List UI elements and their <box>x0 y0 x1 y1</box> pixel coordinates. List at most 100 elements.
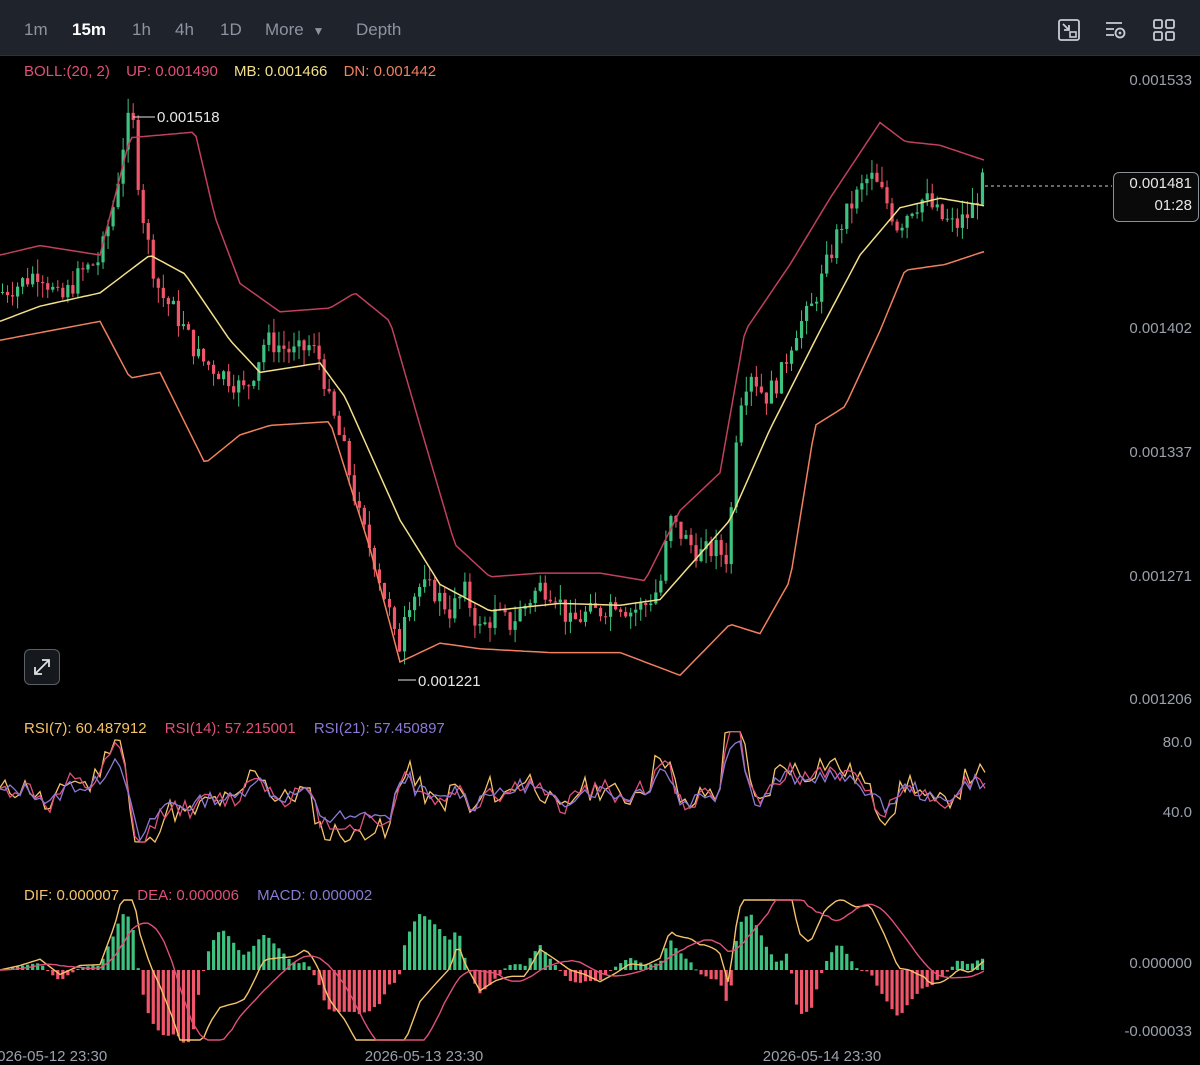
candle-up <box>171 300 175 305</box>
high-marker-label: 0.001518 <box>157 109 220 126</box>
macd-histogram-bar <box>518 964 522 970</box>
candle-up <box>634 609 638 613</box>
candle-up <box>583 611 588 622</box>
macd-histogram-bar <box>272 943 276 970</box>
candle-up <box>810 303 814 306</box>
macd-histogram-bar <box>578 970 583 983</box>
macd-histogram-bar <box>955 960 959 970</box>
macd-histogram-bar <box>36 963 40 970</box>
macd-histogram-bar <box>804 970 809 1012</box>
macd-histogram-bar <box>312 970 316 976</box>
boll-upper-line <box>0 121 985 582</box>
candle-down <box>227 371 231 387</box>
macd-histogram-bar <box>538 945 542 970</box>
fullscreen-button[interactable] <box>24 649 60 685</box>
candle-up <box>518 608 522 622</box>
timeframe-1m[interactable]: 1m <box>24 20 48 39</box>
candle-down <box>443 592 447 610</box>
macd-histogram-bar <box>975 960 980 970</box>
candle-up <box>277 345 281 353</box>
boll-legend: BOLL:(20, 2) UP: 0.001490 MB: 0.001466 D… <box>24 63 436 80</box>
candle-up <box>804 305 809 322</box>
chart-settings-icon[interactable] <box>1057 18 1081 42</box>
candle-down <box>206 361 211 365</box>
macd-histogram-bar <box>438 929 442 970</box>
candle-up <box>769 380 774 404</box>
macd-histogram-bar <box>810 970 814 1008</box>
timeframe-1h[interactable]: 1h <box>132 20 151 39</box>
macd-histogram-bar <box>749 914 753 970</box>
candle-down <box>176 300 181 327</box>
macd-histogram-bar <box>528 958 532 970</box>
indicator-settings-icon[interactable] <box>1104 18 1128 42</box>
candle-down <box>543 582 547 600</box>
candle-down <box>965 214 970 219</box>
candle-up <box>458 596 462 599</box>
macd-histogram-bar <box>433 924 437 970</box>
chart-canvas[interactable]: BOLL:(20, 2) UP: 0.001490 MB: 0.001466 D… <box>0 55 1200 1065</box>
macd-tick-label: 0.000000 <box>1129 955 1192 972</box>
candle-down <box>61 287 65 298</box>
timeframe-1d[interactable]: 1D <box>220 20 242 39</box>
macd-histogram-bar <box>176 970 181 1037</box>
boll-lower-line <box>0 250 985 677</box>
macd-histogram-bar <box>402 945 407 970</box>
macd-histogram-bar <box>111 936 115 970</box>
candle-down <box>362 507 366 525</box>
candle-down <box>5 291 10 296</box>
macd-histogram-bar <box>694 969 698 971</box>
candle-down <box>975 202 980 205</box>
macd-histogram-bar <box>799 970 804 1014</box>
macd-histogram-bar <box>362 970 366 1013</box>
price-tick-label: 0.001402 <box>1129 320 1192 337</box>
candle-up <box>558 599 562 603</box>
candle-down <box>26 278 30 285</box>
macd-histogram-bar <box>920 970 924 989</box>
timeframe-15m[interactable]: 15m <box>72 20 107 39</box>
candle-up <box>905 215 909 228</box>
candle-down <box>759 386 763 393</box>
macd-histogram-bar <box>905 970 909 1006</box>
macd-histogram-bar <box>593 970 598 981</box>
candle-up <box>267 332 271 345</box>
candle-up <box>799 321 804 339</box>
timeframe-4h[interactable]: 4h <box>175 20 194 39</box>
macd-histogram-bar <box>247 951 251 970</box>
depth-tab[interactable]: Depth <box>356 20 402 39</box>
macd-histogram-bar <box>719 970 723 986</box>
macd-histogram-bar <box>523 965 527 970</box>
candle-down <box>302 340 306 351</box>
date-tick-label: 2026-05-13 23:30 <box>365 1048 483 1065</box>
macd-histogram-bar <box>553 964 557 970</box>
candle-up <box>925 193 929 200</box>
candle-down <box>56 286 60 288</box>
candle-down <box>322 359 326 389</box>
candle-up <box>734 442 738 508</box>
macd-histogram-bar <box>327 970 331 1010</box>
rsi-tick-label: 80.0 <box>1163 734 1192 751</box>
macd-histogram-bar <box>825 960 829 970</box>
candle-up <box>664 540 668 581</box>
candle-down <box>624 611 628 617</box>
candle-down <box>573 612 578 620</box>
candle-down <box>312 345 316 347</box>
candle-down <box>428 579 432 581</box>
macd-histogram-bar <box>372 970 377 1007</box>
macd-histogram-bar <box>262 934 266 970</box>
macd-histogram-bar <box>699 970 703 975</box>
candle-up <box>649 603 653 606</box>
macd-histogram-bar <box>865 970 869 972</box>
macd-histogram-bar <box>428 919 432 970</box>
macd-histogram-bar <box>196 970 201 995</box>
candle-up <box>116 183 120 208</box>
macd-histogram-bar <box>709 970 713 979</box>
macd-histogram-bar <box>543 952 547 970</box>
more-dropdown[interactable]: More ▼ <box>265 20 324 40</box>
layout-grid-icon[interactable] <box>1152 18 1176 42</box>
candle-up <box>101 236 105 263</box>
candle-up <box>66 285 70 298</box>
macd-histogram-bar <box>307 966 311 970</box>
macd-histogram-bar <box>774 961 779 970</box>
macd-histogram-bar <box>392 970 397 983</box>
macd-histogram-bar <box>508 964 512 970</box>
